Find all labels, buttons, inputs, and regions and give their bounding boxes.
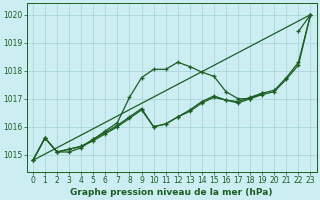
X-axis label: Graphe pression niveau de la mer (hPa): Graphe pression niveau de la mer (hPa) — [70, 188, 273, 197]
